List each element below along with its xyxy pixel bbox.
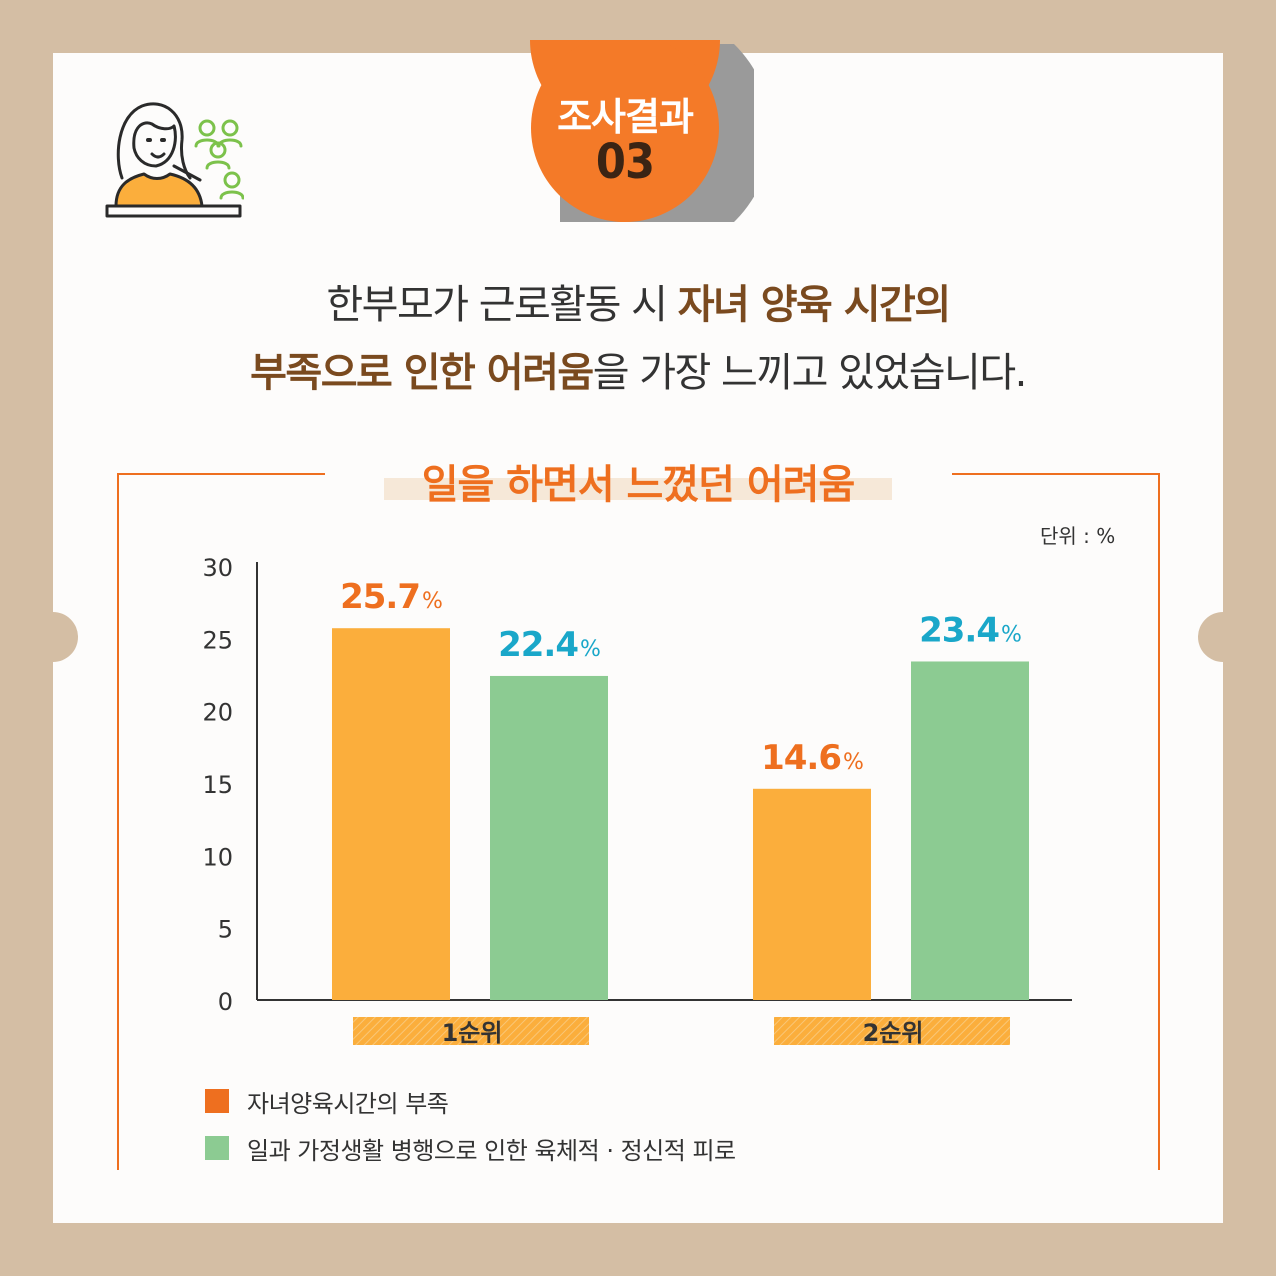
y-tick-label: 10: [202, 843, 233, 871]
data-label: 23.4%: [919, 610, 1021, 650]
unit-label: 단위 : %: [1040, 524, 1116, 548]
headline-line-2-plain: 을 가장 느끼고 있었습니다.: [592, 350, 1028, 396]
y-tick-label: 5: [218, 916, 233, 944]
card: [53, 53, 1223, 1223]
ticket-notch-left: [28, 612, 78, 662]
data-label: 22.4%: [498, 625, 600, 665]
bar: [911, 661, 1029, 1000]
category-label: 1순위: [442, 1019, 503, 1047]
badge-circle: [530, 40, 720, 222]
y-tick-label: 15: [202, 771, 233, 799]
legend-label-2: 일과 가정생활 병행으로 인한 육체적 · 정신적 피로: [247, 1136, 736, 1165]
ticket-notch-right: [1198, 612, 1248, 662]
bar: [490, 675, 608, 1000]
legend-label-1: 자녀양육시간의 부족: [247, 1089, 449, 1118]
chart-title: 일을 하면서 느꼈던 어려움: [421, 462, 856, 508]
category-label-bg: [774, 1017, 1010, 1045]
chart-title-highlight: [384, 478, 892, 500]
headline-line-1-plain: 한부모가 근로활동 시: [326, 282, 678, 328]
y-tick-label: 25: [202, 626, 233, 654]
data-label: 25.7%: [340, 577, 442, 617]
bar: [753, 788, 871, 1000]
chart-frame: [117, 473, 1160, 1170]
legend-item-1: 자녀양육시간의 부족: [205, 1086, 449, 1118]
category-label: 2순위: [863, 1019, 924, 1047]
y-tick-label: 30: [202, 554, 233, 582]
legend-item-2: 일과 가정생활 병행으로 인한 육체적 · 정신적 피로: [205, 1133, 736, 1165]
data-label: 14.6%: [761, 738, 863, 778]
data-label-suffix: %: [1001, 622, 1021, 647]
y-tick-label: 0: [218, 988, 233, 1016]
headline-line-1-emphasis: 자녀 양육 시간의: [677, 282, 951, 328]
badge-title: 조사결과: [557, 95, 694, 139]
legend-swatch-2: [205, 1136, 229, 1160]
headline-line-1: 한부모가 근로활동 시 자녀 양육 시간의: [0, 272, 1276, 330]
category-label-bg: [353, 1017, 589, 1045]
y-tick-label: 20: [202, 699, 233, 727]
bar: [332, 628, 450, 1000]
badge-number: 03: [595, 134, 655, 190]
speaker-presentation-icon: [105, 102, 244, 218]
data-label-suffix: %: [580, 637, 600, 662]
data-label-suffix: %: [843, 750, 863, 775]
headline-line-2-emphasis: 부족으로 인한 어려움: [250, 350, 594, 396]
legend-swatch-1: [205, 1089, 229, 1113]
data-label-suffix: %: [422, 589, 442, 614]
headline-line-2: 부족으로 인한 어려움을 가장 느끼고 있었습니다.: [0, 340, 1276, 398]
